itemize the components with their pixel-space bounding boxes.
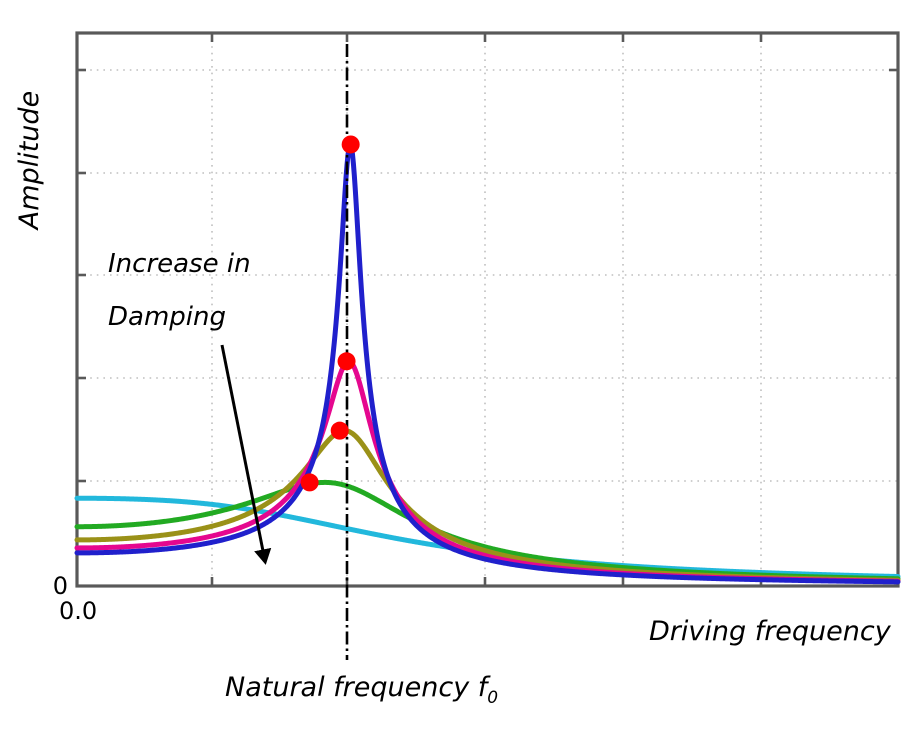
x-axis-label: Driving frequency [649,616,892,647]
annotation-line-2: Damping [108,302,226,332]
peak-marker-damping-2 [337,352,356,371]
plot-area-background [77,33,898,586]
peak-markers [300,135,360,492]
curve-damping-1-lowest [74,141,901,585]
peak-marker-damping-3 [330,421,349,440]
plot-frame [75,31,900,588]
annotation-line-1: Increase in [108,249,251,279]
x-origin-tick-label: 0.0 [59,597,97,625]
natural-frequency-caption-text: Natural frequency f [225,672,491,703]
horizontal-gridlines [77,69,898,482]
natural-frequency-caption: Natural frequency f0 [225,672,498,708]
resonance-curves [74,141,901,585]
increase-in-damping-arrow [220,344,272,565]
peak-marker-damping-4 [300,473,319,492]
natural-frequency-subscript: 0 [487,688,498,708]
y-axis-label: Amplitude [14,91,45,231]
peak-marker-damping-1-lowest [341,135,360,154]
y-origin-tick-label: 0 [53,572,68,600]
